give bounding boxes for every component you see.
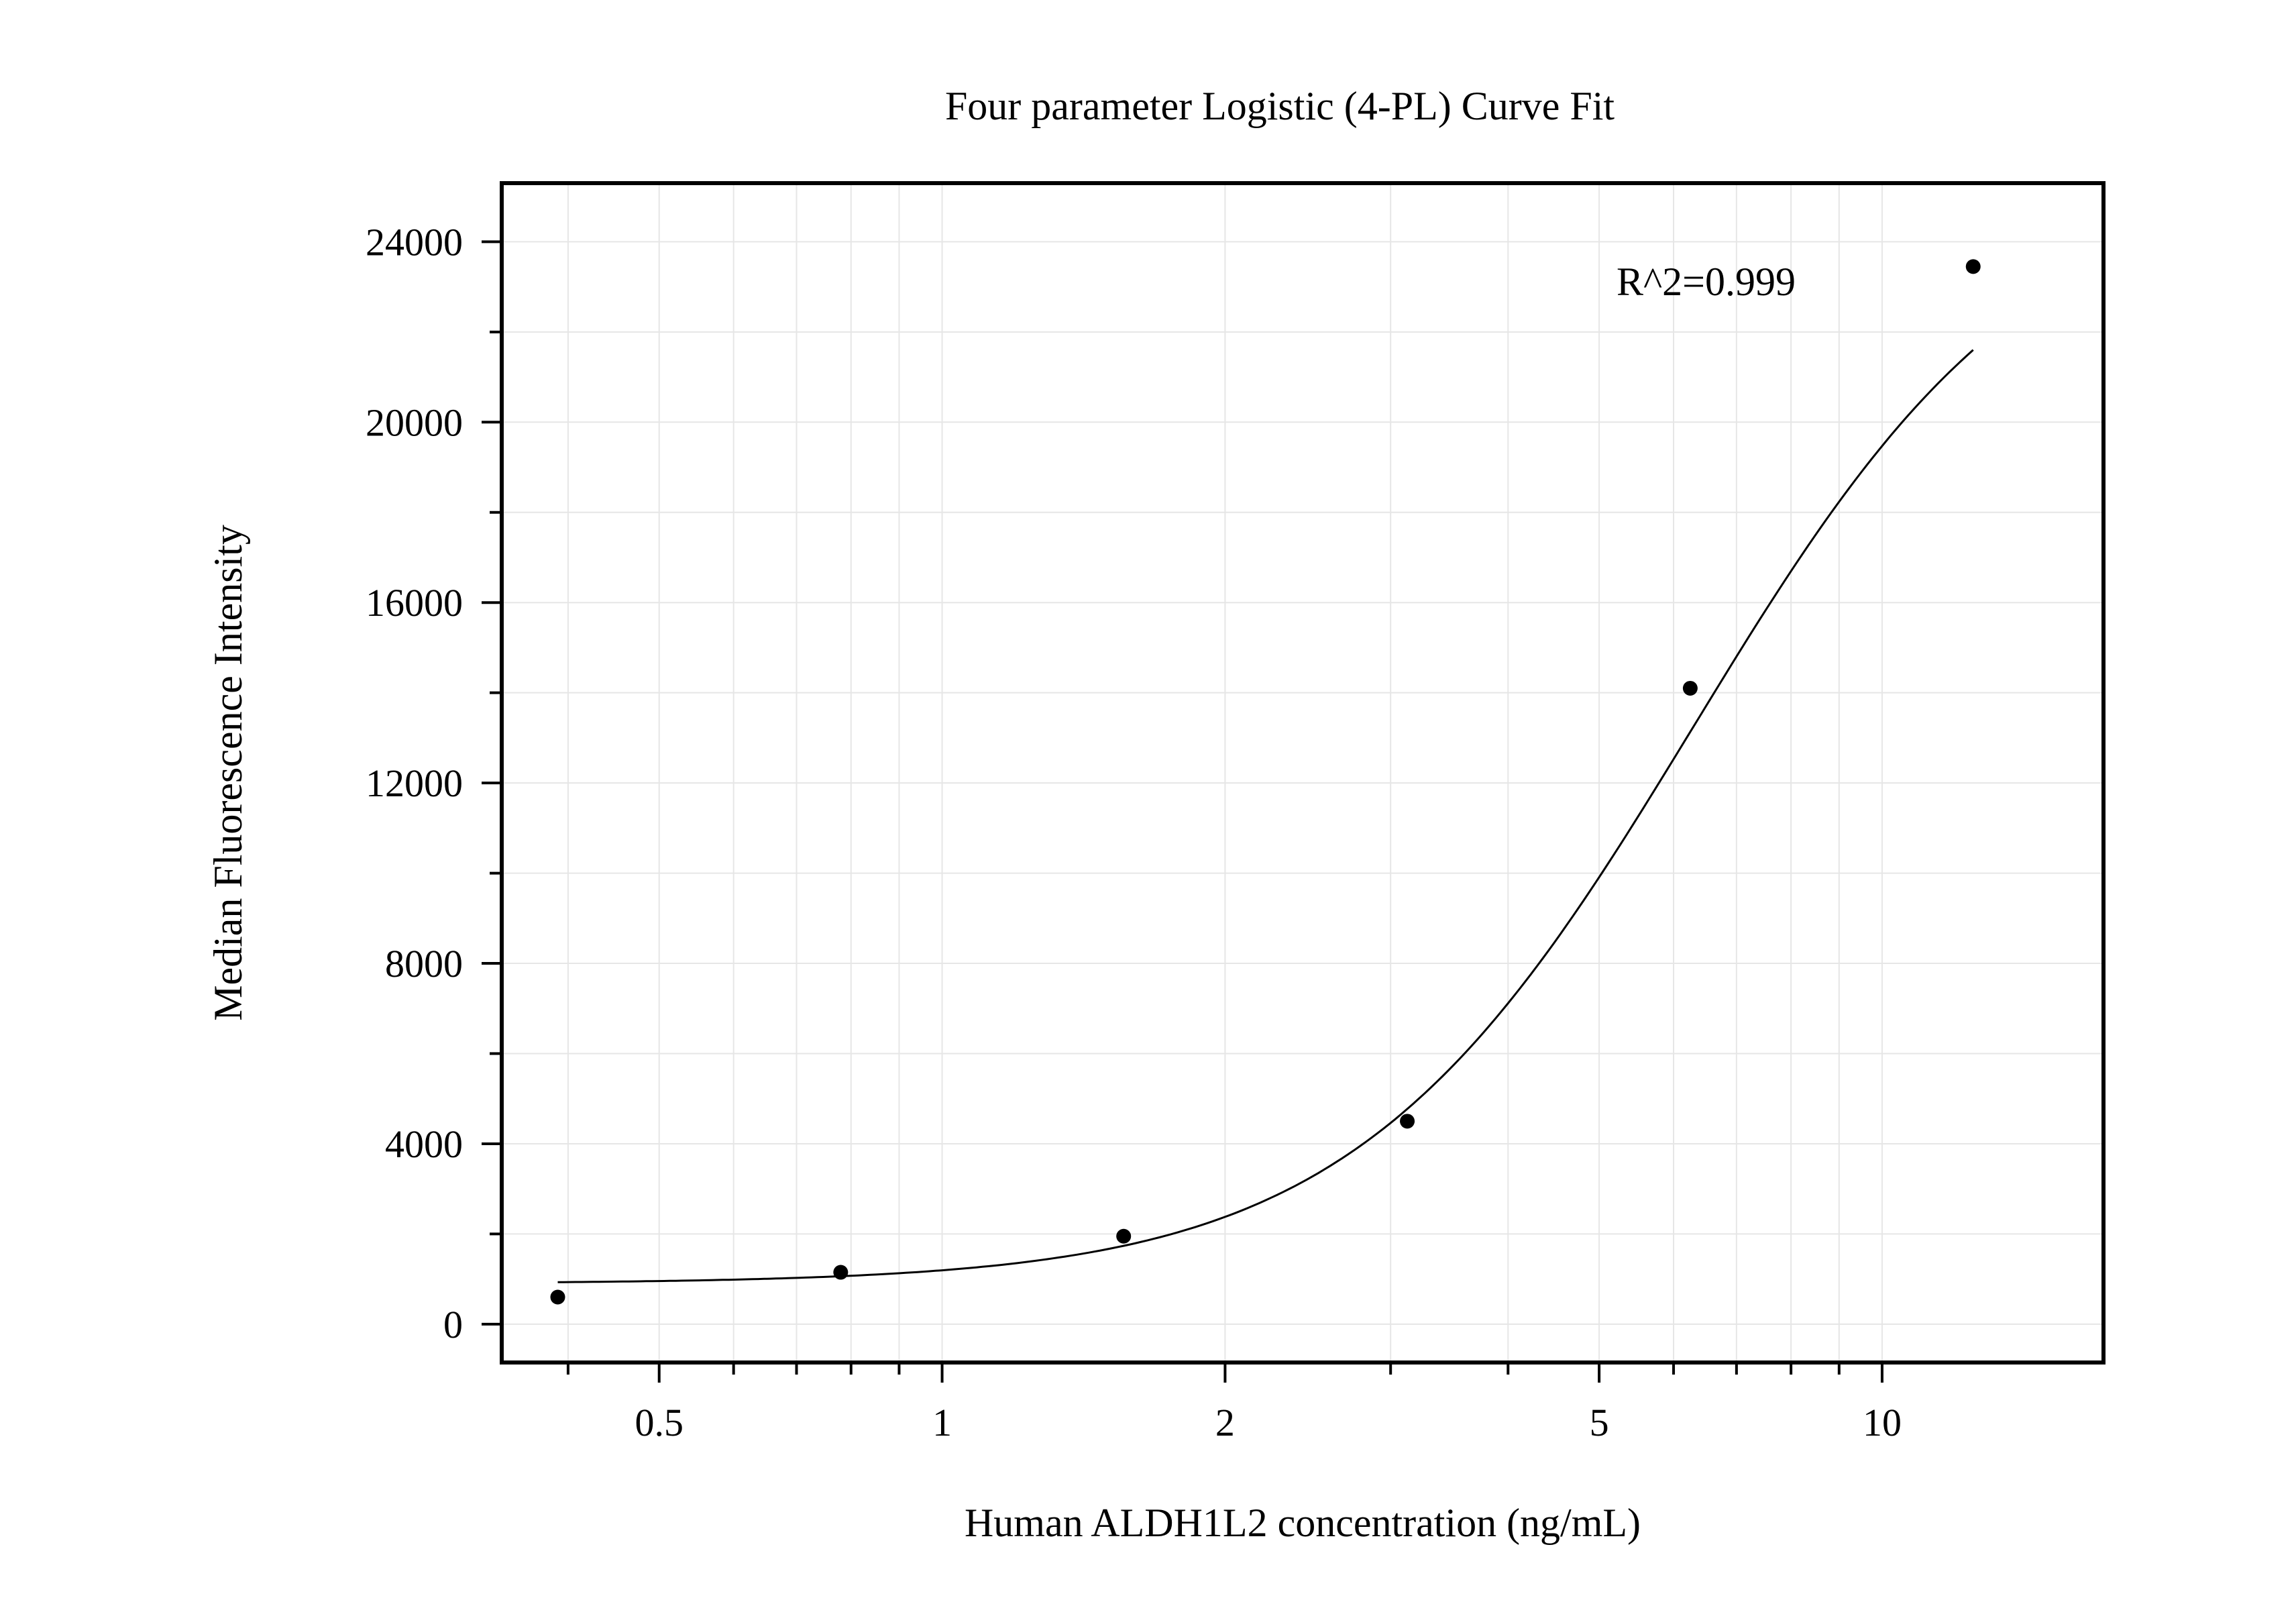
y-tick-label: 16000 [366, 581, 463, 625]
fit-curve [557, 349, 1974, 1283]
x-tick-label: 1 [932, 1401, 952, 1444]
data-point [1116, 1228, 1132, 1244]
data-point [1400, 1114, 1415, 1129]
y-axis-label: Median Fluorescence Intensity [206, 525, 250, 1021]
x-tick-label: 5 [1590, 1401, 1609, 1444]
r-squared-annotation: R^2=0.999 [1617, 260, 1796, 304]
data-point [1965, 259, 1981, 274]
y-tick-label: 4000 [385, 1122, 463, 1166]
x-tick-labels: 0.5 1 2 5 10 [635, 1401, 1901, 1444]
axis-ticks [482, 240, 1883, 1383]
data-point [550, 1289, 565, 1305]
data-point [1682, 680, 1698, 696]
y-tick-label: 8000 [385, 942, 463, 985]
y-tick-label: 20000 [366, 400, 463, 444]
y-tick-label: 0 [443, 1303, 463, 1346]
y-tick-label: 24000 [366, 220, 463, 264]
chart-title: Four parameter Logistic (4-PL) Curve Fit [945, 84, 1615, 128]
x-tick-label: 0.5 [635, 1401, 684, 1444]
y-tick-label: 12000 [366, 761, 463, 805]
grid [502, 183, 2103, 1362]
y-tick-labels: 0 4000 8000 12000 16000 20000 24000 [366, 220, 463, 1346]
data-points [550, 259, 1981, 1305]
x-tick-label: 2 [1215, 1401, 1235, 1444]
plot-frame [500, 181, 2106, 1365]
x-tick-label: 10 [1863, 1401, 1902, 1444]
data-point [833, 1265, 849, 1280]
x-axis-label: Human ALDH1L2 concentration (ng/mL) [965, 1501, 1641, 1545]
